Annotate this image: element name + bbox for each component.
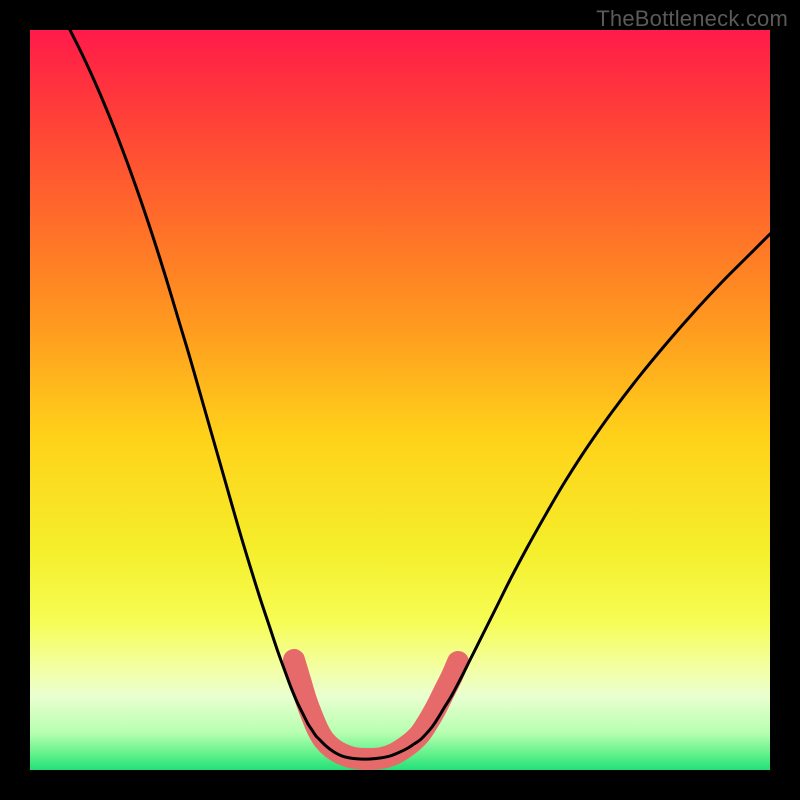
chart-stage: TheBottleneck.com — [0, 0, 800, 800]
watermark-text: TheBottleneck.com — [596, 6, 788, 32]
plot-background — [30, 30, 770, 770]
chart-svg — [0, 0, 800, 800]
